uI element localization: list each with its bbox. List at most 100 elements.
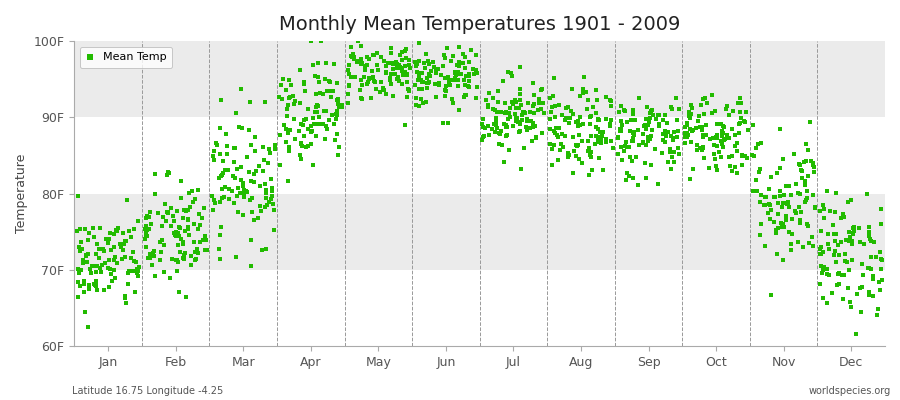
Mean Temp [868,254,883,260]
Mean Temp [842,267,857,273]
Mean Temp [781,228,796,235]
Mean Temp [188,249,202,255]
Mean Temp [445,96,459,102]
Mean Temp [543,95,557,102]
Mean Temp [758,202,772,208]
Mean Temp [417,60,431,66]
Mean Temp [749,176,763,183]
Mean Temp [114,256,129,262]
Mean Temp [150,210,165,216]
Mean Temp [293,120,308,127]
Mean Temp [181,215,195,222]
Mean Temp [462,73,476,79]
Mean Temp [438,88,453,94]
Mean Temp [855,272,869,279]
Mean Temp [219,130,233,137]
Mean Temp [71,279,86,285]
Mean Temp [562,120,577,126]
Mean Temp [103,230,117,236]
Mean Temp [860,191,874,198]
Mean Temp [489,122,503,129]
Mean Temp [490,109,504,115]
Mean Temp [822,246,836,252]
Mean Temp [726,108,741,114]
Mean Temp [161,210,176,216]
Mean Temp [160,208,175,215]
Mean Temp [509,118,524,125]
Mean Temp [239,188,254,195]
Mean Temp [590,139,605,146]
Mean Temp [299,116,313,123]
Mean Temp [639,126,653,132]
Mean Temp [395,48,410,55]
Mean Temp [645,107,660,113]
Mean Temp [661,129,675,135]
Mean Temp [175,236,189,243]
Mean Temp [795,168,809,174]
Mean Temp [637,122,652,129]
Mean Temp [520,116,535,123]
Mean Temp [838,257,852,264]
Mean Temp [708,108,723,114]
Mean Temp [738,118,752,125]
Mean Temp [831,271,845,278]
Mean Temp [716,138,730,145]
Mean Temp [845,238,859,244]
Mean Temp [154,249,168,255]
Mean Temp [124,234,139,240]
Mean Temp [616,148,631,154]
Mean Temp [642,119,656,126]
Mean Temp [419,84,434,91]
Mean Temp [614,128,628,134]
Mean Temp [279,126,293,132]
Mean Temp [554,147,568,153]
Mean Temp [139,215,153,222]
Mean Temp [176,238,190,245]
Mean Temp [589,132,603,139]
Mean Temp [130,273,145,280]
Mean Temp [488,129,502,135]
Mean Temp [814,244,828,250]
Mean Temp [366,51,381,58]
Mean Temp [250,214,265,221]
Mean Temp [571,123,585,129]
Mean Temp [284,94,298,100]
Mean Temp [215,158,230,164]
Mean Temp [795,175,809,182]
Mean Temp [581,147,596,154]
Mean Temp [546,92,561,99]
Mean Temp [470,84,484,90]
Mean Temp [518,110,532,116]
Mean Temp [466,71,481,77]
Mean Temp [732,130,746,136]
Mean Temp [155,223,169,230]
Mean Temp [546,142,561,148]
Mean Temp [295,143,310,149]
Mean Temp [532,100,546,107]
Mean Temp [172,233,186,239]
Mean Temp [86,281,101,287]
Mean Temp [745,122,760,128]
Mean Temp [244,263,258,270]
Mean Temp [696,144,710,151]
Mean Temp [74,267,88,274]
Mean Temp [346,52,360,59]
Mean Temp [554,141,568,148]
Mean Temp [678,130,692,136]
Mean Temp [309,133,323,139]
Mean Temp [421,58,436,64]
Mean Temp [129,259,143,265]
Mean Temp [867,239,881,245]
Mean Temp [503,114,517,120]
Mean Temp [440,44,454,51]
Mean Temp [162,170,176,176]
Mean Temp [626,130,641,136]
Mean Temp [227,145,241,152]
Mean Temp [400,72,414,78]
Mean Temp [437,93,452,100]
Mean Temp [486,106,500,112]
Mean Temp [107,257,122,263]
Mean Temp [631,126,645,133]
Mean Temp [233,164,248,170]
Mean Temp [664,132,679,139]
